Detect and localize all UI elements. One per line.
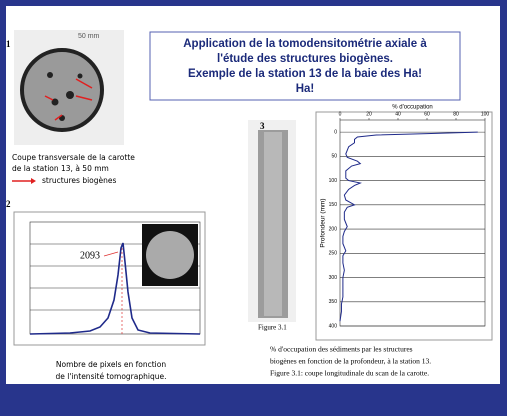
y-tick-label: 150: [329, 202, 338, 208]
title-line: Ha!: [296, 83, 315, 95]
panel-label: 2: [6, 199, 11, 209]
caption: Nombre de pixels en fonction: [56, 360, 166, 369]
y-tick-label: 50: [331, 154, 337, 160]
title-line: Exemple de la station 13 de la baie des …: [188, 68, 422, 80]
y-tick-label: 100: [329, 178, 338, 184]
y-tick-label: 350: [329, 299, 338, 305]
y-tick-label: 200: [329, 226, 338, 232]
caption: Coupe transversale de la carotte: [12, 153, 135, 162]
panel-label: 3: [260, 121, 265, 131]
x-tick-label: 100: [481, 111, 490, 117]
title-line: Application de la tomodensitométrie axia…: [183, 38, 427, 50]
core-scan-inner: [264, 132, 282, 316]
scale-label: 50 mm: [78, 33, 100, 40]
caption: biogènes en fonction de la profondeur, à…: [270, 357, 431, 366]
title-line: l'étude des structures biogènes.: [217, 53, 393, 65]
inset-section: [146, 231, 194, 279]
x-tick-label: 60: [424, 111, 430, 117]
chart-frame: [316, 112, 492, 340]
figure-label: Figure 3.1: [258, 324, 287, 332]
y-tick-label: 400: [329, 323, 338, 329]
caption: % d'occupation des sédiments par les str…: [270, 345, 413, 354]
y-tick-label: 250: [329, 251, 338, 257]
x-tick-label: 80: [453, 111, 459, 117]
peak-label: 2093: [80, 250, 100, 261]
y-axis-title: Profondeur (mm): [320, 198, 327, 247]
x-tick-label: 40: [395, 111, 401, 117]
legend-label: structures biogènes: [42, 176, 117, 185]
x-tick-label: 0: [339, 111, 342, 117]
page: {"title": ["Application de la tomodensit…: [0, 0, 507, 416]
caption: de la station 13, à 50 mm: [12, 164, 109, 173]
slide: Application de la tomodensitométrie axia…: [0, 0, 507, 416]
x-axis-title: % d'occupation: [392, 105, 433, 111]
caption: Figure 3.1: coupe longitudinale du scan …: [270, 369, 429, 378]
x-tick-label: 20: [366, 111, 372, 117]
y-tick-label: 300: [329, 275, 338, 281]
panel-label: 1: [6, 39, 11, 49]
caption: de l'intensité tomographique.: [56, 372, 167, 381]
y-tick-label: 0: [334, 129, 337, 135]
